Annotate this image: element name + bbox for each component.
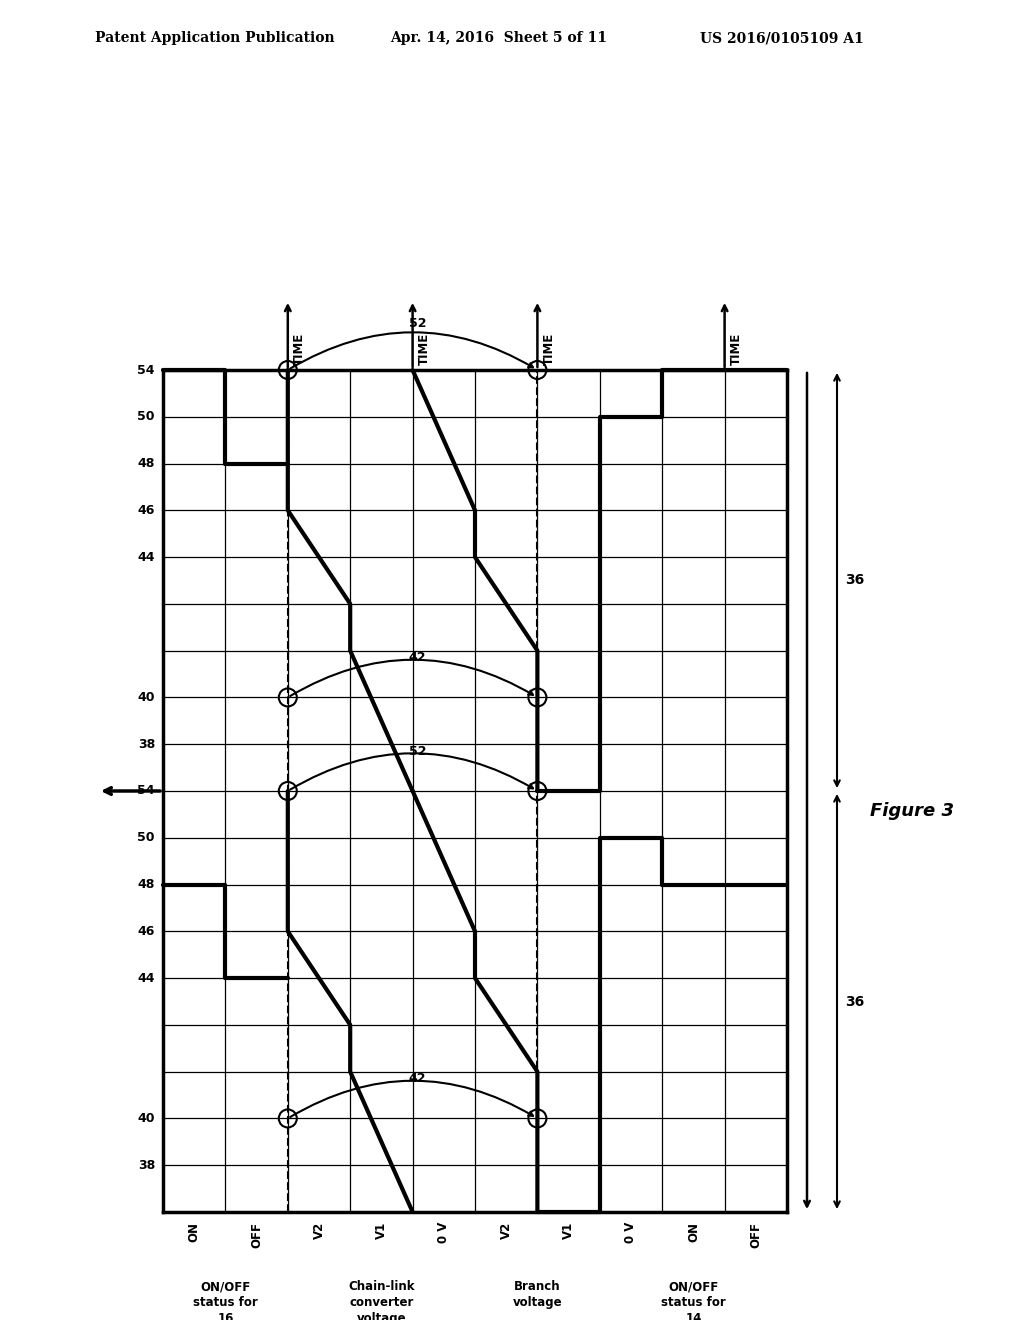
Text: 52: 52	[409, 744, 426, 758]
Text: 54: 54	[137, 363, 155, 376]
Text: 46: 46	[137, 925, 155, 937]
Text: TIME: TIME	[418, 333, 431, 366]
Text: 52: 52	[409, 317, 426, 330]
Text: US 2016/0105109 A1: US 2016/0105109 A1	[700, 30, 864, 45]
Text: 44: 44	[137, 972, 155, 985]
Text: Patent Application Publication: Patent Application Publication	[95, 30, 335, 45]
Text: 48: 48	[137, 457, 155, 470]
Text: TIME: TIME	[729, 333, 742, 366]
Text: 48: 48	[137, 878, 155, 891]
Text: 40: 40	[137, 1111, 155, 1125]
Text: ON: ON	[187, 1222, 201, 1242]
Text: 36: 36	[845, 994, 864, 1008]
Text: Figure 3: Figure 3	[870, 803, 954, 820]
Text: V2: V2	[312, 1222, 326, 1239]
Text: Apr. 14, 2016  Sheet 5 of 11: Apr. 14, 2016 Sheet 5 of 11	[390, 30, 607, 45]
Text: 44: 44	[137, 550, 155, 564]
Text: 0 V: 0 V	[625, 1222, 638, 1243]
Text: 36: 36	[845, 573, 864, 587]
Text: 0 V: 0 V	[437, 1222, 451, 1243]
Text: 42: 42	[409, 1072, 426, 1085]
Text: ON/OFF
status for
14: ON/OFF status for 14	[662, 1280, 726, 1320]
Text: OFF: OFF	[750, 1222, 762, 1247]
Text: V1: V1	[375, 1222, 388, 1239]
Text: 38: 38	[138, 738, 155, 751]
Text: ON: ON	[687, 1222, 699, 1242]
Text: V2: V2	[500, 1222, 513, 1239]
Text: 38: 38	[138, 1159, 155, 1172]
Text: Branch
voltage: Branch voltage	[513, 1280, 562, 1309]
Text: ON/OFF
status for
16: ON/OFF status for 16	[194, 1280, 258, 1320]
Text: Chain-link
converter
voltage: Chain-link converter voltage	[348, 1280, 415, 1320]
Text: OFF: OFF	[250, 1222, 263, 1247]
Text: TIME: TIME	[293, 333, 306, 366]
Text: 50: 50	[137, 832, 155, 845]
Text: V1: V1	[562, 1222, 575, 1239]
Text: 50: 50	[137, 411, 155, 424]
Text: 54: 54	[137, 784, 155, 797]
Text: 40: 40	[137, 690, 155, 704]
Text: TIME: TIME	[543, 333, 555, 366]
Text: 42: 42	[409, 652, 426, 664]
Text: 46: 46	[137, 504, 155, 517]
